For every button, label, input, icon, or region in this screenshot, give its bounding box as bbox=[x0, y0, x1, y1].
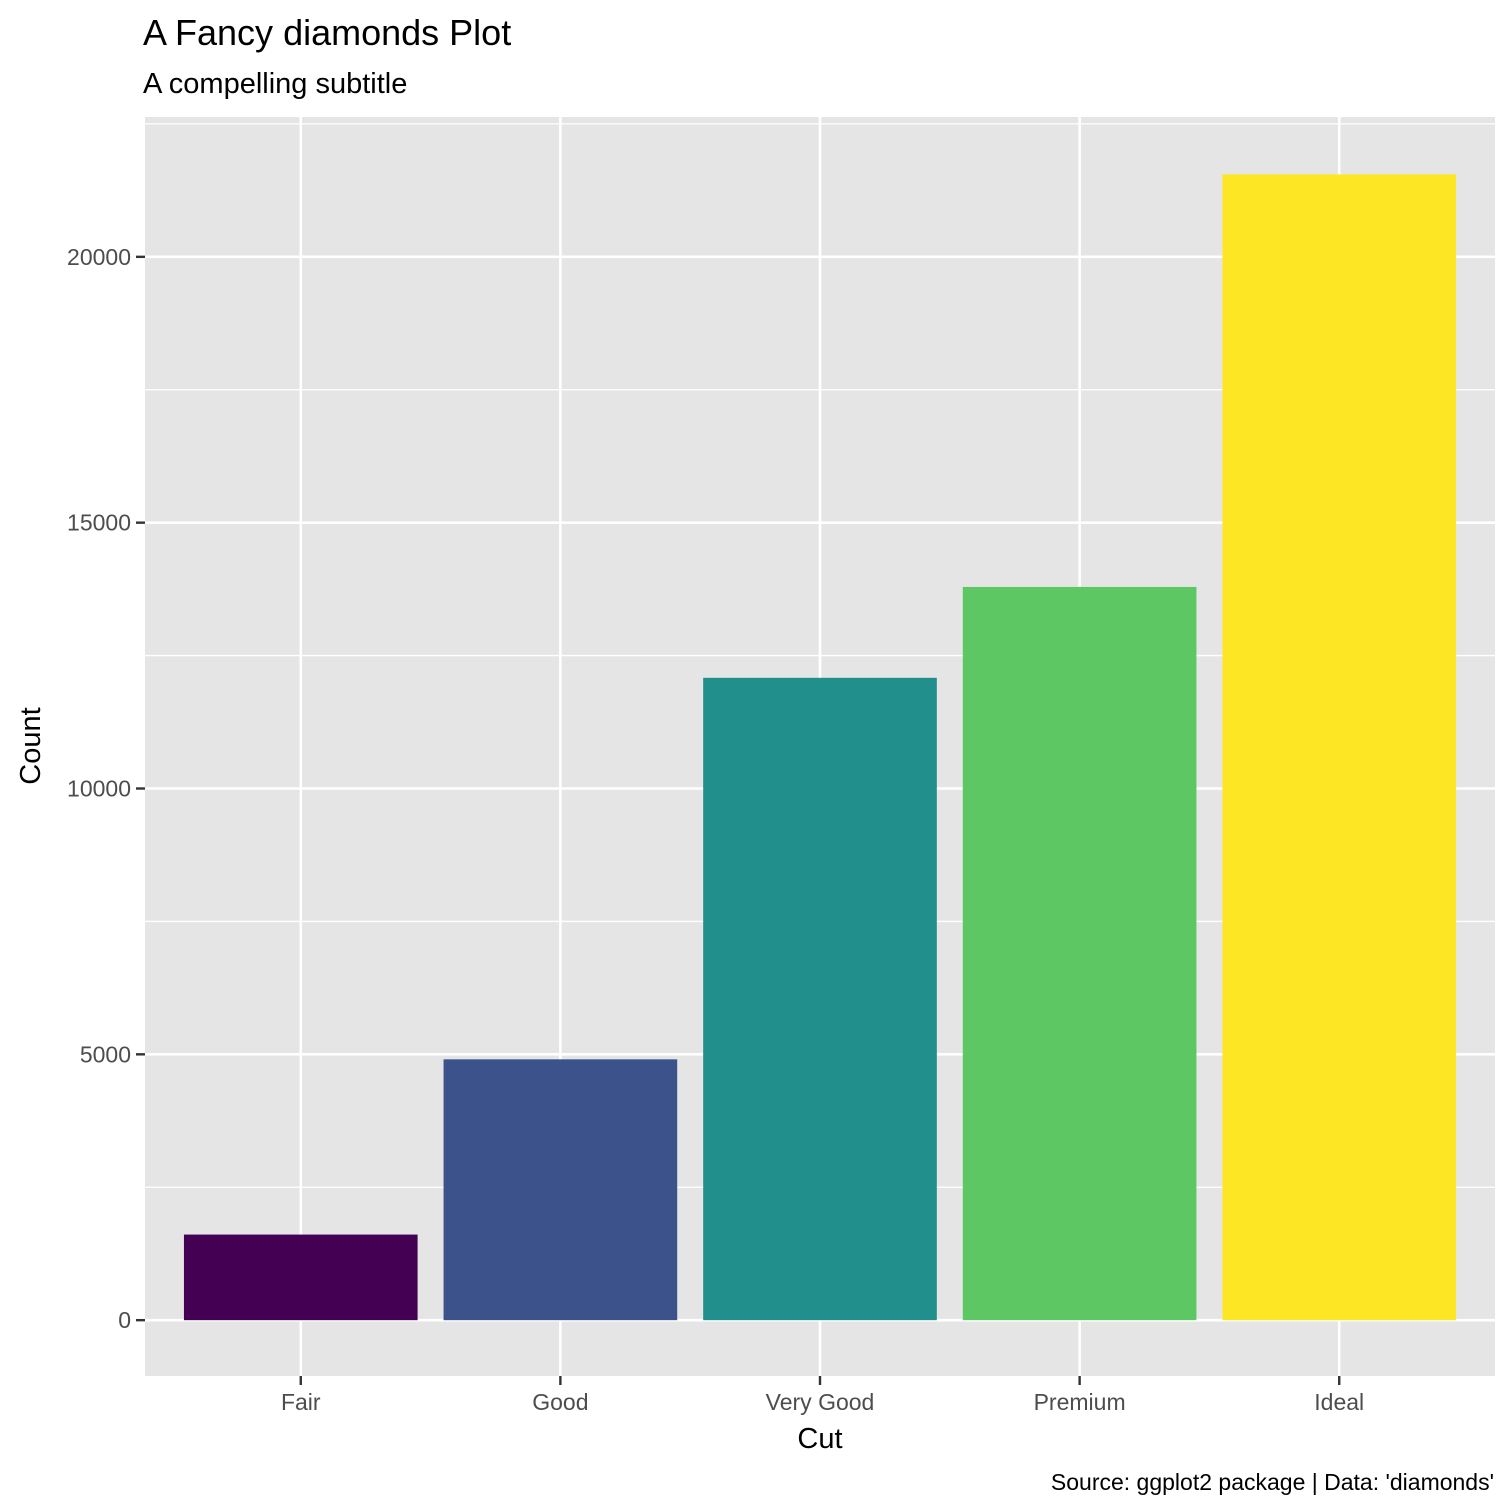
bar-premium bbox=[962, 586, 1197, 1321]
x-tick-label: Fair bbox=[281, 1389, 321, 1415]
bar-good bbox=[443, 1059, 678, 1321]
bar-very-good bbox=[703, 677, 937, 1321]
x-tick-label: Premium bbox=[1034, 1389, 1126, 1415]
x-axis: Fair Good Very Good Premium Ideal bbox=[281, 1376, 1364, 1415]
chart-title: A Fancy diamonds Plot bbox=[143, 12, 511, 53]
bar-fair bbox=[183, 1234, 418, 1321]
x-tick-label: Very Good bbox=[766, 1389, 875, 1415]
chart-caption: Source: ggplot2 package | Data: 'diamond… bbox=[1051, 1469, 1494, 1495]
bar-ideal bbox=[1222, 174, 1457, 1321]
y-axis: 0 5000 10000 15000 20000 bbox=[67, 244, 145, 1333]
y-tick-label: 20000 bbox=[67, 244, 131, 270]
y-tick-label: 10000 bbox=[67, 776, 131, 802]
y-tick-label: 15000 bbox=[67, 510, 131, 536]
x-tick-label: Ideal bbox=[1314, 1389, 1364, 1415]
chart-subtitle: A compelling subtitle bbox=[143, 68, 407, 100]
x-tick-label: Good bbox=[532, 1389, 588, 1415]
y-axis-title: Count bbox=[15, 707, 47, 784]
y-tick-label: 5000 bbox=[80, 1041, 131, 1067]
x-axis-title: Cut bbox=[797, 1423, 842, 1455]
y-tick-label: 0 bbox=[118, 1307, 131, 1333]
bars bbox=[183, 174, 1457, 1321]
